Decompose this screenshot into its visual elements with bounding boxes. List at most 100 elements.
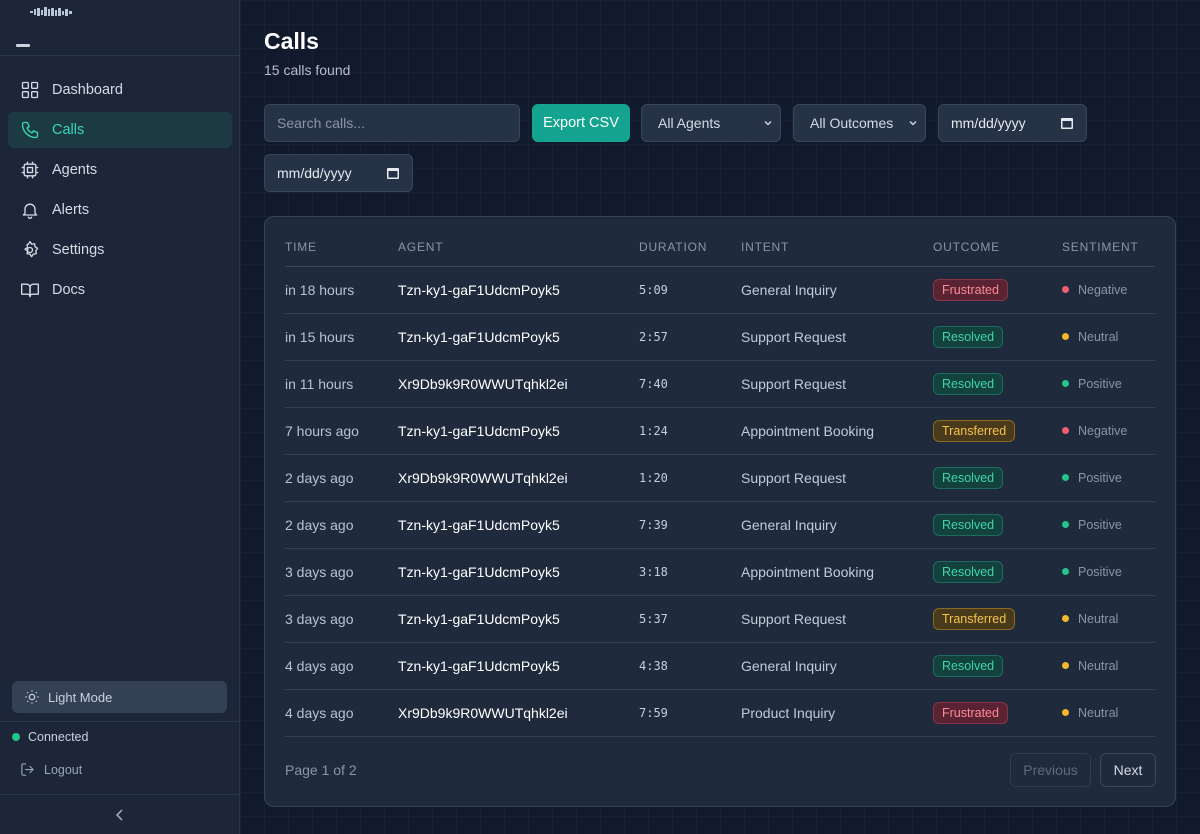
table-row[interactable]: 3 days ago Tzn-ky1-gaF1UdcmPoyk5 3:18 Appoi… — [285, 548, 1155, 596]
chip-icon — [21, 161, 39, 179]
cell-time: 2 days ago — [285, 501, 398, 549]
column-header-intent[interactable]: INTENT — [741, 229, 933, 267]
cell-intent: General Inquiry — [741, 501, 933, 549]
export-csv-button[interactable]: Export CSV — [532, 104, 630, 142]
pagination-status: Page 1 of 2 — [285, 762, 357, 778]
sentiment-dot-icon — [1062, 568, 1069, 575]
sentiment-indicator: Positive — [1062, 377, 1155, 391]
sidebar-item-docs[interactable]: Docs — [8, 272, 232, 308]
cell-intent: General Inquiry — [741, 642, 933, 690]
cell-intent: Support Request — [741, 313, 933, 361]
cell-outcome: Resolved — [933, 642, 1062, 690]
column-header-outcome[interactable]: OUTCOME — [933, 229, 1062, 267]
light-mode-label: Light Mode — [48, 689, 113, 705]
outcome-badge: Resolved — [933, 466, 1004, 489]
calls-table-card: TIME AGENT DURATION INTENT OUTCOME SENTI… — [264, 216, 1176, 807]
sentiment-dot-icon — [1062, 521, 1069, 528]
search-input[interactable]: Search calls... — [264, 104, 520, 142]
grid-icon — [21, 81, 39, 99]
table-row[interactable]: 4 days ago Xr9Db9k9R0WWUTqhkl2ei 7:59 Produ… — [285, 689, 1155, 737]
light-mode-button[interactable]: Light Mode — [12, 681, 227, 713]
sentiment-dot-icon — [1062, 709, 1069, 716]
table-row[interactable]: 4 days ago Tzn-ky1-gaF1UdcmPoyk5 4:38 Gener… — [285, 642, 1155, 690]
cell-intent: Support Request — [741, 454, 933, 502]
cell-duration: 7:59 — [639, 689, 741, 737]
cell-outcome: Frustrated — [933, 689, 1062, 737]
table-row[interactable]: in 15 hours Tzn-ky1-gaF1UdcmPoyk5 2:57 Supp… — [285, 313, 1155, 361]
cell-sentiment: Negative — [1062, 407, 1155, 455]
cell-duration: 7:39 — [639, 501, 741, 549]
outcome-badge: Resolved — [933, 325, 1004, 348]
logout-label: Logout — [44, 762, 83, 777]
cell-intent: Support Request — [741, 595, 933, 643]
sidebar-item-label: Agents — [52, 162, 98, 178]
sentiment-indicator: Negative — [1062, 283, 1155, 297]
cell-duration: 2:57 — [639, 313, 741, 361]
table-row[interactable]: in 11 hours Xr9Db9k9R0WWUTqhkl2ei 7:40 Supp… — [285, 360, 1155, 408]
date-from-input[interactable]: mm/dd/yyyy — [938, 104, 1087, 142]
sentiment-dot-icon — [1062, 427, 1069, 434]
sidebar-divider — [0, 721, 239, 722]
calls-table: TIME AGENT DURATION INTENT OUTCOME SENTI… — [285, 229, 1155, 737]
outcomes-select-value: All Outcomes — [810, 115, 894, 131]
column-header-agent[interactable]: AGENT — [398, 229, 639, 267]
cell-sentiment: Negative — [1062, 266, 1155, 314]
outcome-badge: Resolved — [933, 372, 1004, 395]
cell-intent: Appointment Booking — [741, 407, 933, 455]
cell-duration: 1:24 — [639, 407, 741, 455]
cell-sentiment: Positive — [1062, 454, 1155, 502]
logout-button[interactable]: Logout — [20, 762, 82, 777]
sidebar-item-calls[interactable]: Calls — [8, 112, 232, 148]
sentiment-label: Positive — [1078, 564, 1122, 579]
agents-select[interactable]: All Agents — [641, 104, 781, 142]
sidebar-item-agents[interactable]: Agents — [8, 152, 232, 188]
cell-duration: 1:20 — [639, 454, 741, 502]
column-header-sentiment[interactable]: SENTIMENT — [1062, 229, 1155, 267]
calendar-icon — [1061, 118, 1073, 129]
gear-icon — [24, 241, 39, 258]
table-row[interactable]: 2 days ago Tzn-ky1-gaF1UdcmPoyk5 7:39 Gener… — [285, 501, 1155, 549]
connection-status: Connected — [12, 730, 88, 744]
cell-intent: Appointment Booking — [741, 548, 933, 596]
cell-time: in 15 hours — [285, 313, 398, 361]
cell-sentiment: Positive — [1062, 548, 1155, 596]
cell-agent: Tzn-ky1-gaF1UdcmPoyk5 — [398, 548, 639, 596]
table-row[interactable]: 7 hours ago Tzn-ky1-gaF1UdcmPoyk5 1:24 Appo… — [285, 407, 1155, 455]
outcome-badge: Transferred — [933, 607, 1016, 630]
sentiment-dot-icon — [1062, 474, 1069, 481]
cell-duration: 7:40 — [639, 360, 741, 408]
previous-page-button[interactable]: Previous — [1010, 753, 1091, 787]
outcome-badge: Resolved — [933, 513, 1004, 536]
sidebar-item-dashboard[interactable]: Dashboard — [8, 72, 232, 108]
column-header-duration[interactable]: DURATION — [639, 229, 741, 267]
cell-time: 3 days ago — [285, 548, 398, 596]
logo-icon — [30, 7, 72, 16]
date-from-value: mm/dd/yyyy — [951, 115, 1026, 131]
sentiment-indicator: Positive — [1062, 518, 1155, 532]
agents-select-value: All Agents — [658, 115, 721, 131]
sidebar-item-label: Docs — [52, 282, 86, 298]
cell-time: 4 days ago — [285, 689, 398, 737]
table-row[interactable]: in 18 hours Tzn-ky1-gaF1UdcmPoyk5 5:09 Gene… — [285, 266, 1155, 314]
cell-outcome: Frustrated — [933, 266, 1062, 314]
table-row[interactable]: 3 days ago Tzn-ky1-gaF1UdcmPoyk5 5:37 Suppo… — [285, 595, 1155, 643]
outcomes-select[interactable]: All Outcomes — [793, 104, 926, 142]
cell-sentiment: Positive — [1062, 360, 1155, 408]
cell-agent: Xr9Db9k9R0WWUTqhkl2ei — [398, 454, 639, 502]
sentiment-indicator: Positive — [1062, 471, 1155, 485]
sentiment-dot-icon — [1062, 333, 1069, 340]
next-page-button[interactable]: Next — [1100, 753, 1156, 787]
sidebar-item-label: Settings — [52, 242, 105, 258]
date-to-input[interactable]: mm/dd/yyyy — [264, 154, 413, 192]
table-row[interactable]: 2 days ago Xr9Db9k9R0WWUTqhkl2ei 1:20 Suppo… — [285, 454, 1155, 502]
logout-icon — [21, 763, 34, 776]
sentiment-label: Neutral — [1078, 611, 1119, 626]
column-header-time[interactable]: TIME — [285, 229, 398, 267]
cell-agent: Tzn-ky1-gaF1UdcmPoyk5 — [398, 266, 639, 314]
collapse-sidebar-button[interactable] — [110, 806, 130, 824]
sentiment-indicator: Neutral — [1062, 706, 1155, 720]
sidebar-item-alerts[interactable]: Alerts — [8, 192, 232, 228]
sentiment-label: Neutral — [1078, 705, 1119, 720]
sidebar-item-settings[interactable]: Settings — [8, 232, 232, 268]
sentiment-dot-icon — [1062, 662, 1069, 669]
